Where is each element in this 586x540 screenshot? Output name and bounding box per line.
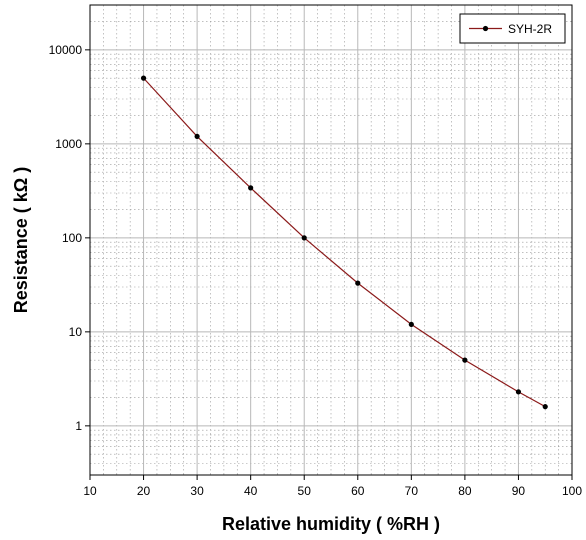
x-tick-label: 30 xyxy=(190,484,204,498)
data-point xyxy=(462,357,468,363)
y-tick-label: 10 xyxy=(69,325,83,339)
x-tick-label: 80 xyxy=(458,484,472,498)
data-point xyxy=(301,235,307,241)
x-tick-label: 40 xyxy=(244,484,258,498)
data-point xyxy=(194,133,200,140)
legend-marker-swatch xyxy=(482,25,489,32)
x-tick-label: 20 xyxy=(137,484,151,498)
y-tick-label: 1000 xyxy=(55,137,82,151)
y-tick-label: 100 xyxy=(62,231,82,245)
plot-area xyxy=(89,4,573,476)
data-point xyxy=(542,404,548,410)
data-point xyxy=(140,75,147,81)
data-point xyxy=(355,280,361,286)
legend-entry-label: SYH-2R xyxy=(508,22,552,36)
legend: SYH-2R xyxy=(459,13,566,44)
grid xyxy=(90,5,572,476)
data-point xyxy=(515,389,522,395)
x-tick-label: 100 xyxy=(562,484,582,498)
data-point xyxy=(408,321,414,328)
x-tick-label: 60 xyxy=(351,484,365,498)
x-tick-label: 70 xyxy=(405,484,419,498)
x-tick-label: 50 xyxy=(298,484,312,498)
series xyxy=(140,75,548,410)
y-tick-label: 10000 xyxy=(49,43,83,57)
x-axis-title: Relative humidity ( %RH ) xyxy=(222,514,440,534)
x-tick-label: 90 xyxy=(512,484,526,498)
y-tick-label: 1 xyxy=(75,419,82,433)
y-axis-title: Resistance ( kΩ ) xyxy=(11,167,31,314)
x-tick-label: 10 xyxy=(83,484,97,498)
data-point xyxy=(248,185,254,191)
